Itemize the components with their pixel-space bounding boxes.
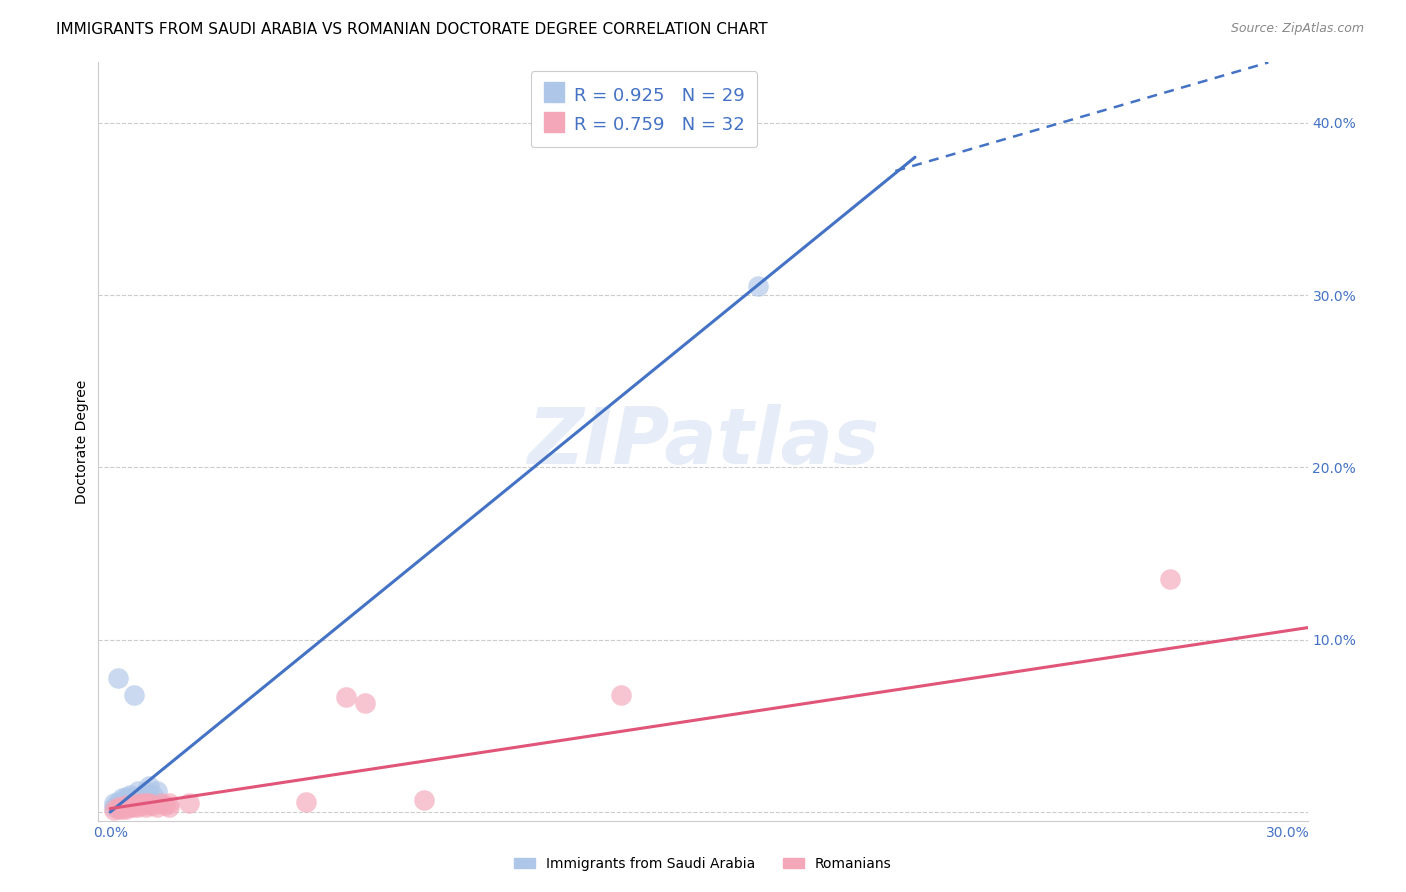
Point xyxy=(118,798,141,813)
Point xyxy=(103,800,125,814)
Point xyxy=(107,801,129,815)
Point xyxy=(131,797,153,811)
Point xyxy=(413,793,436,807)
Point xyxy=(115,793,138,807)
Point xyxy=(150,797,173,811)
Point xyxy=(135,797,157,811)
Point xyxy=(111,791,134,805)
Point xyxy=(111,801,134,815)
Point xyxy=(609,688,631,702)
Point xyxy=(146,784,169,798)
Point xyxy=(127,800,149,814)
Point xyxy=(118,791,141,805)
Point xyxy=(107,671,129,685)
Point xyxy=(122,789,145,804)
Point xyxy=(177,797,200,811)
Point xyxy=(111,800,134,814)
Point xyxy=(138,797,160,811)
Point xyxy=(115,798,138,813)
Point xyxy=(142,788,165,802)
Point xyxy=(111,798,134,813)
Point xyxy=(103,797,125,811)
Legend: Immigrants from Saudi Arabia, Romanians: Immigrants from Saudi Arabia, Romanians xyxy=(509,851,897,876)
Point xyxy=(107,798,129,813)
Point xyxy=(107,800,129,814)
Y-axis label: Doctorate Degree: Doctorate Degree xyxy=(76,379,90,504)
Point xyxy=(135,800,157,814)
Text: IMMIGRANTS FROM SAUDI ARABIA VS ROMANIAN DOCTORATE DEGREE CORRELATION CHART: IMMIGRANTS FROM SAUDI ARABIA VS ROMANIAN… xyxy=(56,22,768,37)
Legend: R = 0.925   N = 29, R = 0.759   N = 32: R = 0.925 N = 29, R = 0.759 N = 32 xyxy=(530,71,758,147)
Text: Source: ZipAtlas.com: Source: ZipAtlas.com xyxy=(1230,22,1364,36)
Point xyxy=(127,791,149,805)
Point xyxy=(122,797,145,811)
Point xyxy=(127,784,149,798)
Point xyxy=(131,788,153,802)
Point xyxy=(131,798,153,813)
Point xyxy=(111,795,134,809)
Point xyxy=(131,791,153,805)
Point xyxy=(135,789,157,804)
Point xyxy=(115,801,138,815)
Point xyxy=(103,803,125,817)
Point xyxy=(138,788,160,802)
Point xyxy=(115,797,138,811)
Point xyxy=(354,697,377,711)
Point xyxy=(153,798,176,813)
Point xyxy=(118,795,141,809)
Point xyxy=(115,789,138,804)
Point xyxy=(138,798,160,813)
Point xyxy=(335,690,357,704)
Point xyxy=(1159,573,1181,587)
Point xyxy=(295,795,318,809)
Point xyxy=(118,788,141,802)
Point xyxy=(122,688,145,702)
Point xyxy=(157,797,180,811)
Point xyxy=(107,800,129,814)
Point xyxy=(135,784,157,798)
Point xyxy=(142,798,165,813)
Point xyxy=(118,800,141,814)
Point xyxy=(747,279,769,293)
Point xyxy=(138,779,160,793)
Point xyxy=(146,800,169,814)
Point xyxy=(157,800,180,814)
Text: ZIPatlas: ZIPatlas xyxy=(527,403,879,480)
Point xyxy=(122,800,145,814)
Point xyxy=(122,793,145,807)
Point xyxy=(107,795,129,809)
Point xyxy=(127,798,149,813)
